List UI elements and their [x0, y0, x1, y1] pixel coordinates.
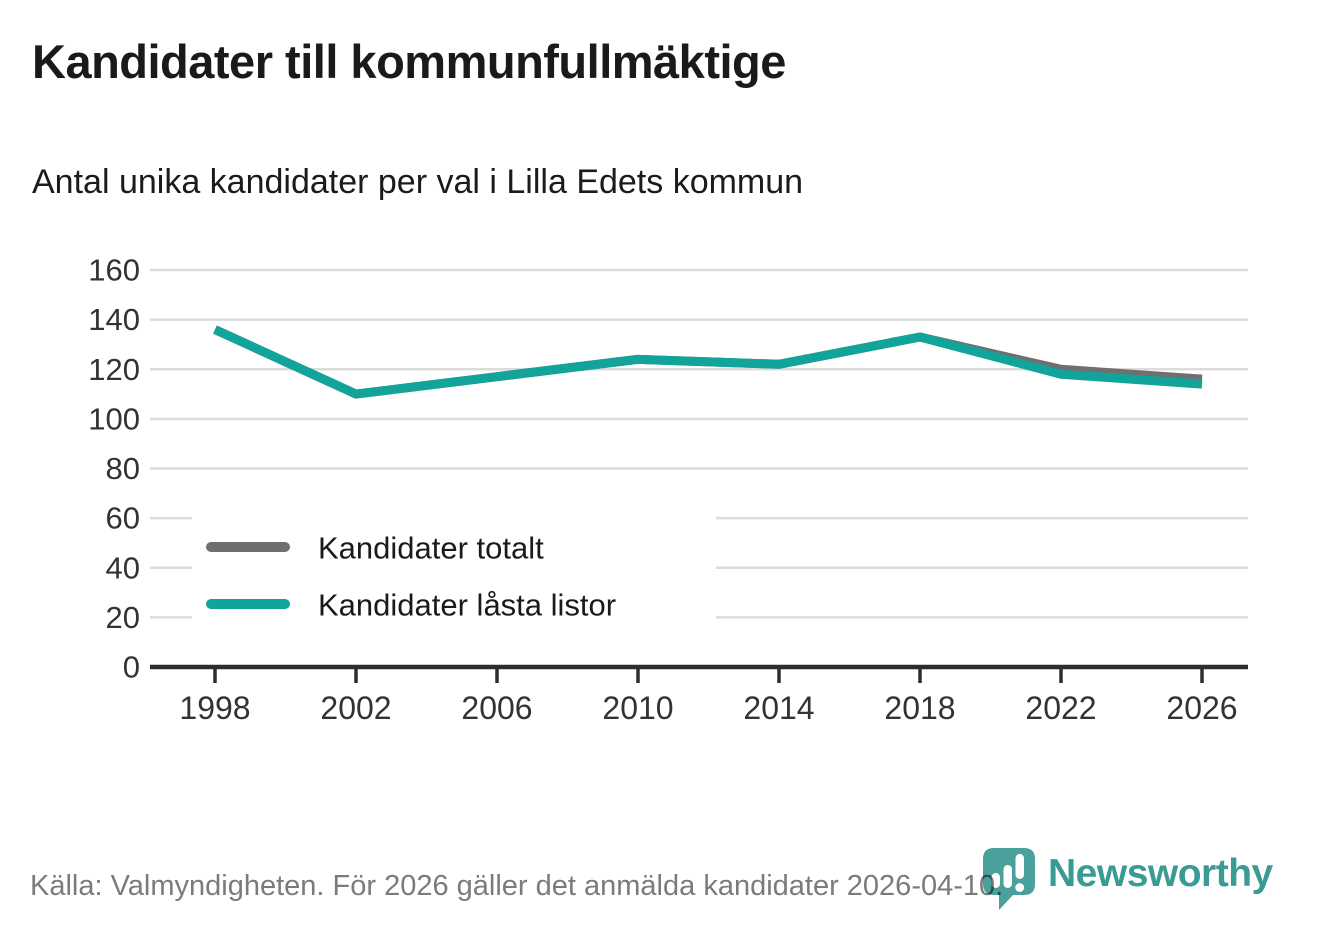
logo-exclamation-dot [1015, 883, 1025, 892]
y-axis-label: 20 [106, 600, 140, 635]
y-axis-label: 160 [88, 253, 140, 288]
legend-swatch [206, 599, 290, 609]
y-axis-label: 120 [88, 352, 140, 387]
page-title: Kandidater till kommunfullmäktige [32, 35, 786, 88]
y-axis-label: 140 [88, 302, 140, 337]
newsworthy-logo: Newsworthy [983, 846, 1273, 912]
y-axis-label: 80 [106, 451, 140, 486]
x-axis-label: 2010 [602, 690, 673, 726]
x-axis-label: 2022 [1025, 690, 1096, 726]
line-chart: 0 20 40 60 80 100 120 140 160 1998 2002 2006 2010 201… [88, 253, 1248, 726]
logo-bar-small [991, 873, 1000, 888]
legend-swatch [206, 542, 290, 552]
y-axis-label: 60 [106, 501, 140, 536]
logo-bar-medium [1003, 865, 1012, 888]
source-note: Källa: Valmyndigheten. För 2026 gäller d… [30, 870, 1004, 902]
x-axis-label: 2006 [461, 690, 532, 726]
logo-exclamation-bar [1015, 854, 1024, 879]
legend-label: Kandidater låsta listor [318, 588, 616, 623]
x-axis-label: 2026 [1166, 690, 1237, 726]
x-axis-label: 2018 [884, 690, 955, 726]
newsworthy-wordmark: Newsworthy [1048, 852, 1273, 895]
chart-subtitle: Antal unika kandidater per val i Lilla E… [32, 163, 804, 201]
newsworthy-logo-icon [983, 848, 1035, 910]
legend-box [192, 510, 716, 634]
x-axis-label: 1998 [179, 690, 250, 726]
series-line-kandidater-l-sta-listor [213, 325, 1203, 399]
y-axis-label: 100 [88, 401, 140, 436]
legend-label: Kandidater totalt [318, 531, 544, 566]
x-axis-label: 2014 [743, 690, 814, 726]
y-axis-label: 40 [106, 550, 140, 585]
x-axis-label: 2002 [320, 690, 391, 726]
y-axis-label: 0 [123, 650, 140, 685]
